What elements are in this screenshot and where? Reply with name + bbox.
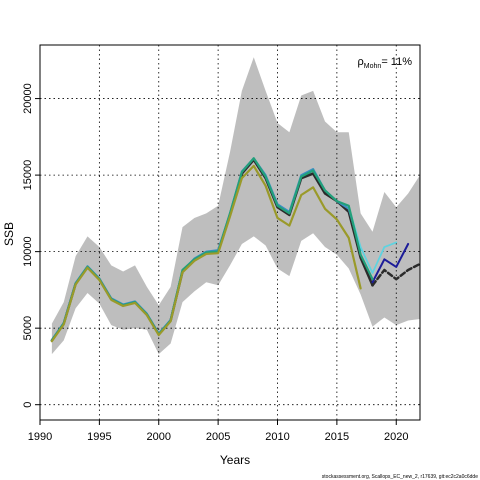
plot-frame bbox=[39, 44, 421, 421]
axes-layer: 1990 1995 2000 2005 2010 2015 2020 0 5000 10000 15… bbox=[22, 44, 421, 443]
y-tick-label: 0 bbox=[22, 402, 34, 408]
x-tick-label: 2020 bbox=[384, 431, 408, 443]
series-layer bbox=[50, 157, 422, 343]
y-tick-label: 10000 bbox=[22, 236, 34, 267]
series-line-7 bbox=[50, 164, 362, 343]
x-tick-label: 2010 bbox=[265, 431, 289, 443]
x-tick-label: 1990 bbox=[28, 431, 52, 443]
rho-value: = 11% bbox=[381, 56, 412, 68]
rho-subscript: Mohn bbox=[364, 63, 382, 70]
x-axis-title: Years bbox=[220, 453, 250, 467]
series-line-5 bbox=[371, 242, 410, 284]
x-tick-label: 2015 bbox=[325, 431, 349, 443]
y-tick-label: 15000 bbox=[22, 160, 34, 191]
confidence-band bbox=[51, 57, 420, 355]
footer-note: stockassessment.org, Scallops_EC_new_2, … bbox=[322, 474, 478, 480]
y-tick-label: 20000 bbox=[22, 83, 34, 114]
series-line-2 bbox=[371, 262, 422, 287]
x-tick-label: 1995 bbox=[87, 431, 111, 443]
y-axis-title: SSB bbox=[2, 222, 16, 246]
x-tick-label: 2000 bbox=[147, 431, 171, 443]
x-tick-label: 2005 bbox=[206, 431, 230, 443]
grid-layer bbox=[39, 45, 420, 420]
y-tick-label: 5000 bbox=[22, 316, 34, 340]
confidence-band-layer bbox=[51, 57, 420, 355]
rho-symbol: ρ bbox=[358, 56, 364, 68]
mohn-rho-annotation: ρMohn= 11% bbox=[358, 56, 413, 70]
